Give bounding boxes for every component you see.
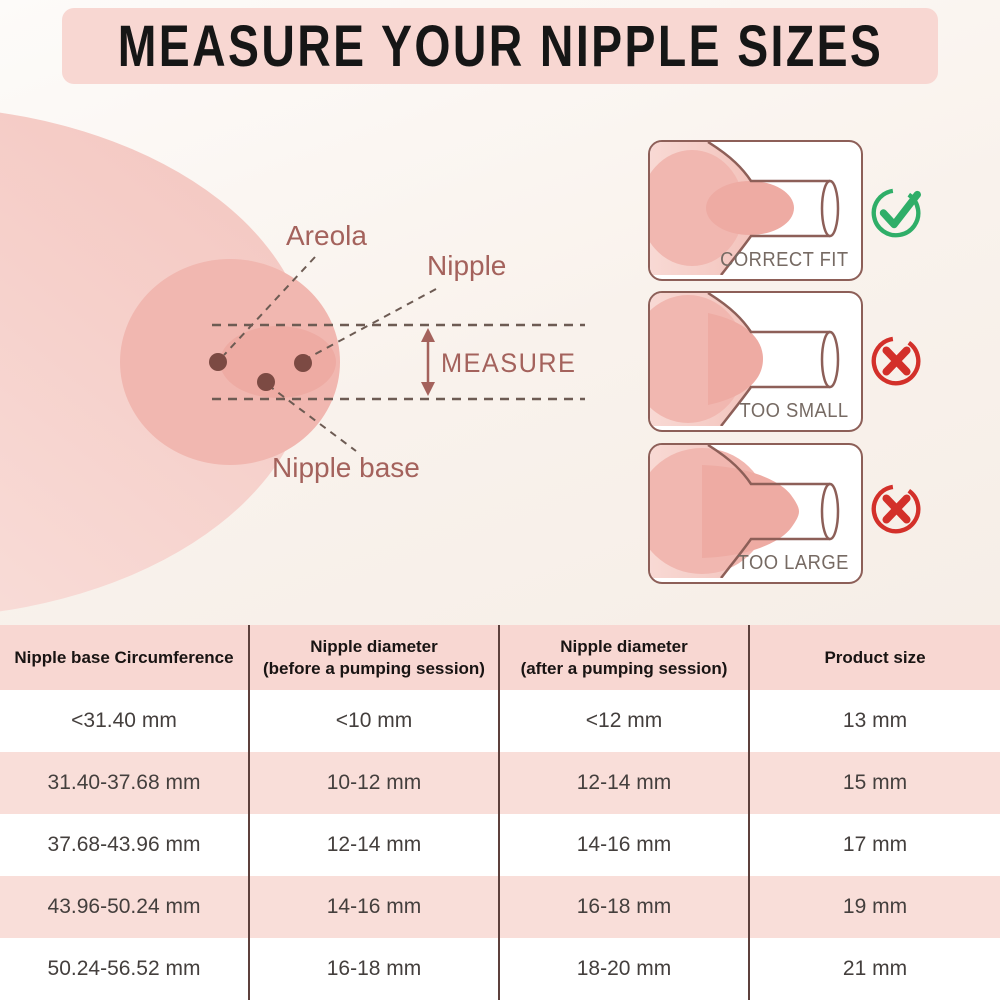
table-cell: <12 mm: [500, 690, 750, 752]
too-small-illustration: [650, 293, 840, 426]
fit-card-label: CORRECT FIT: [720, 249, 849, 271]
table-row: 37.68-43.96 mm 12-14 mm 14-16 mm 17 mm: [0, 814, 1000, 876]
incorrect-cross-icon: [871, 484, 921, 534]
incorrect-cross-icon: [871, 336, 921, 386]
table-row: 43.96-50.24 mm 14-16 mm 16-18 mm 19 mm: [0, 876, 1000, 938]
header-nipple-base-circumference: Nipple base Circumference: [0, 625, 250, 690]
table-cell: 14-16 mm: [250, 876, 500, 938]
fit-card-too-large: TOO LARGE: [648, 443, 863, 584]
too-large-illustration: [650, 445, 840, 578]
areola-label: Areola: [286, 220, 367, 251]
illustration-section: MEASURE YOUR NIPPLE SIZES: [0, 0, 1000, 625]
fit-card-label: TOO SMALL: [739, 400, 849, 422]
areola-pointer-line: [223, 256, 316, 356]
table-cell: 13 mm: [842, 709, 908, 732]
nipple-label: Nipple: [427, 250, 507, 281]
table-cell: <31.40 mm: [0, 690, 250, 752]
table-cell: 31.40-37.68 mm: [0, 752, 250, 814]
areola-dot: [209, 353, 227, 371]
fit-card-correct: CORRECT FIT: [648, 140, 863, 281]
nipple-base-dot: [257, 373, 275, 391]
header-diameter-after: Nipple diameter (after a pumping session…: [500, 625, 750, 690]
table-cell: 21 mm: [842, 957, 908, 980]
table-cell: 10-12 mm: [250, 752, 500, 814]
table-row: 31.40-37.68 mm 10-12 mm 12-14 mm 15 mm: [0, 752, 1000, 814]
table-cell: 16-18 mm: [500, 876, 750, 938]
table-cell: 12-14 mm: [500, 752, 750, 814]
table-cell: 18-20 mm: [500, 938, 750, 1000]
fit-card-too-small: TOO SMALL: [648, 291, 863, 432]
nipple-base-pointer-line: [267, 384, 357, 452]
table-cell: 19 mm: [842, 895, 908, 918]
header-product-size: Product size: [824, 647, 926, 667]
nipple-base-label: Nipple base: [272, 452, 420, 483]
table-cell: 16-18 mm: [250, 938, 500, 1000]
nipple-shape: [220, 326, 336, 398]
nipple-pointer-line: [307, 288, 437, 359]
measure-label: MEASURE: [441, 348, 577, 378]
table-cell: 14-16 mm: [500, 814, 750, 876]
table-cell: 12-14 mm: [250, 814, 500, 876]
table-cell: 37.68-43.96 mm: [0, 814, 250, 876]
header-diameter-before: Nipple diameter (before a pumping sessio…: [250, 625, 500, 690]
table-row: 50.24-56.52 mm 16-18 mm 18-20 mm 21 mm: [0, 938, 1000, 1000]
table-cell: 17 mm: [842, 833, 908, 856]
table-cell: 15 mm: [842, 771, 908, 794]
title-banner: MEASURE YOUR NIPPLE SIZES: [62, 8, 938, 84]
nipple-dot: [294, 354, 312, 372]
measure-arrow: [421, 328, 435, 396]
correct-fit-illustration: [650, 142, 840, 275]
fit-card-label: TOO LARGE: [737, 552, 849, 574]
table-header-row: Nipple base Circumference Nipple diamete…: [0, 625, 1000, 690]
table-cell: 50.24-56.52 mm: [0, 938, 250, 1000]
page-title: MEASURE YOUR NIPPLE SIZES: [117, 13, 883, 79]
breast-measurement-diagram: [0, 112, 585, 612]
table-cell: 43.96-50.24 mm: [0, 876, 250, 938]
correct-check-icon: [871, 188, 921, 238]
table-body: <31.40 mm <10 mm <12 mm 13 mm 31.40-37.68 mm…: [0, 690, 1000, 1000]
sizing-table: Nipple base Circumference Nipple diamete…: [0, 625, 1000, 1000]
table-cell: <10 mm: [250, 690, 500, 752]
table-row: <31.40 mm <10 mm <12 mm 13 mm: [0, 690, 1000, 752]
